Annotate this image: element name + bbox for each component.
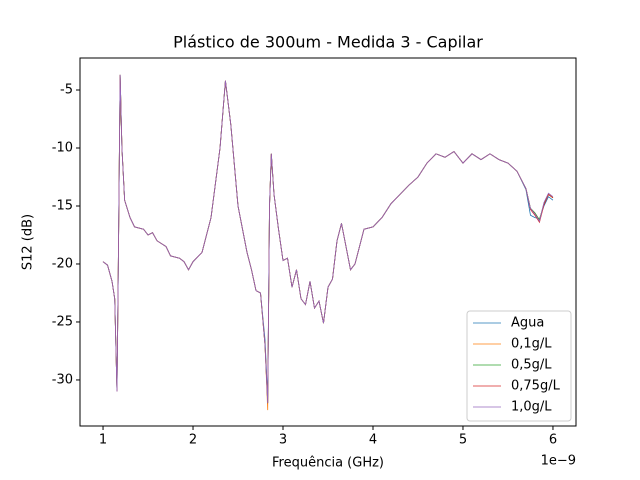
- chart-title: Plástico de 300um - Medida 3 - Capilar: [173, 33, 483, 52]
- x-tick-label: 3: [279, 433, 287, 448]
- legend-label: 1,0g/L: [511, 400, 552, 415]
- x-tick-label: 2: [189, 433, 197, 448]
- y-tick-label: -20: [52, 256, 73, 271]
- y-tick-label: -5: [60, 83, 73, 98]
- legend-label: 0,5g/L: [511, 358, 552, 373]
- x-tick-label: 1: [99, 433, 107, 448]
- plot-frame: [79, 57, 577, 427]
- legend-label: Agua: [511, 316, 544, 331]
- x-tick-label: 5: [459, 433, 467, 448]
- y-tick-label: -15: [52, 198, 73, 213]
- legend-box: [466, 310, 572, 422]
- y-tick-label: -30: [52, 372, 73, 387]
- x-tick-label: 6: [549, 433, 557, 448]
- x-offset-label: 1e−9: [541, 454, 576, 469]
- x-tick-label: 4: [369, 433, 377, 448]
- legend-label: 0,1g/L: [511, 337, 552, 352]
- y-axis-label: S12 (dB): [21, 214, 36, 270]
- y-tick-label: -25: [52, 314, 73, 329]
- series-line: [102, 74, 554, 404]
- y-tick-label: -10: [52, 140, 73, 155]
- x-axis-label: Frequência (GHz): [272, 456, 384, 471]
- legend-label: 0,75g/L: [511, 379, 561, 394]
